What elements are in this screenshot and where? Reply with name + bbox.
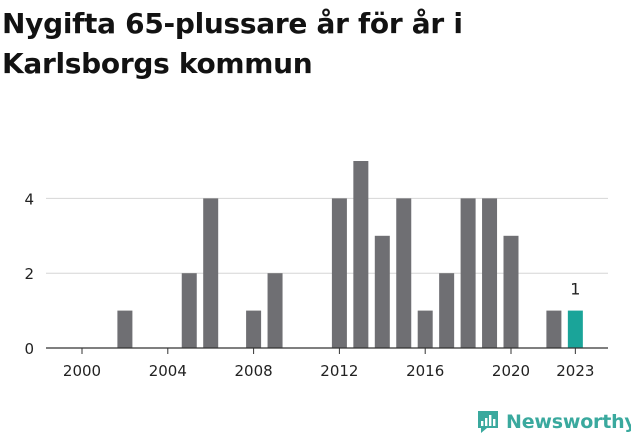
y-tick-label: 0 — [24, 340, 34, 358]
bar-2018 — [460, 198, 476, 348]
bar-2013 — [353, 161, 369, 348]
chart-title: Nygifta 65-plussare år för år i Karlsbor… — [2, 7, 463, 80]
bars — [117, 161, 583, 348]
bar-2012 — [331, 198, 347, 348]
x-tick-label: 2016 — [406, 362, 444, 380]
brand-name: Newsworthy — [506, 411, 631, 433]
x-tick-label: 2004 — [149, 362, 187, 380]
bar-2020 — [503, 235, 519, 348]
bar-2015 — [396, 198, 412, 348]
bar-2008 — [246, 310, 262, 348]
highlight-value-label: 1 — [570, 280, 580, 299]
bar-2006 — [203, 198, 219, 348]
bar-2014 — [374, 235, 390, 348]
bar-2019 — [482, 198, 498, 348]
newsworthy-brand[interactable]: Newsworthy — [476, 406, 631, 438]
x-tick-label: 2012 — [320, 362, 358, 380]
bar-2002 — [117, 310, 133, 348]
x-tick-label: 2008 — [235, 362, 273, 380]
newsworthy-logo-icon — [478, 411, 498, 433]
y-tick-label: 4 — [24, 190, 34, 208]
bar-2022 — [546, 310, 562, 348]
tick-labels: 0 2 4 1 2000 2004 2008 2012 2016 2020 2023 — [24, 190, 594, 380]
x-tick-label: 2023 — [556, 362, 594, 380]
x-tick-label: 2000 — [63, 362, 101, 380]
bar-2023 — [567, 310, 583, 348]
grid-lines — [46, 197, 608, 274]
bar-2016 — [417, 310, 433, 348]
bar-2017 — [439, 273, 455, 348]
x-axis — [46, 347, 608, 354]
y-tick-label: 2 — [24, 265, 34, 283]
bar-2005 — [181, 273, 197, 348]
bar-2009 — [267, 273, 283, 348]
x-tick-label: 2020 — [492, 362, 530, 380]
